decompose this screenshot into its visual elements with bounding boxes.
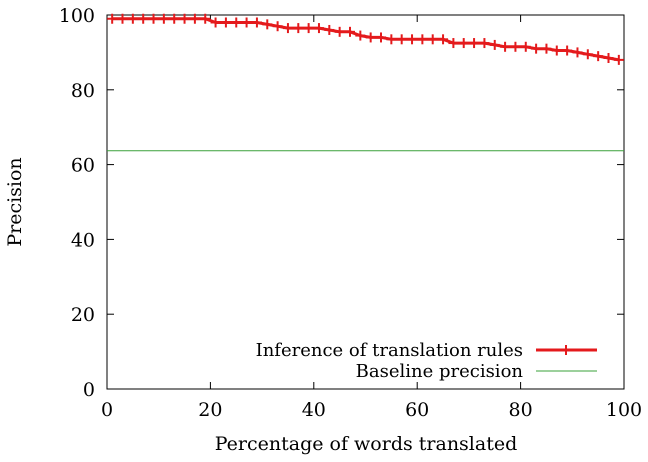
y-axis-label: Precision xyxy=(4,157,26,246)
data-point xyxy=(427,34,438,45)
data-point xyxy=(438,34,449,45)
data-point xyxy=(355,30,366,41)
data-point xyxy=(376,32,387,43)
y-tick-label: 60 xyxy=(71,155,95,177)
data-point xyxy=(158,13,169,24)
data-point xyxy=(562,45,573,56)
data-point xyxy=(210,17,221,28)
data-point xyxy=(220,17,231,28)
data-point xyxy=(293,23,304,34)
x-tick-label: 40 xyxy=(302,399,326,421)
data-point xyxy=(582,49,593,60)
plot-frame xyxy=(106,14,625,390)
data-point xyxy=(531,43,542,54)
data-point xyxy=(386,34,397,45)
data-point xyxy=(148,13,159,24)
data-point xyxy=(593,51,604,62)
data-point xyxy=(169,13,180,24)
x-tick-label: 20 xyxy=(198,399,222,421)
y-tick-label: 0 xyxy=(83,379,95,401)
data-point xyxy=(365,32,376,43)
x-tick-label: 60 xyxy=(405,399,429,421)
data-point xyxy=(231,17,242,28)
data-point xyxy=(313,23,324,34)
data-point xyxy=(241,17,252,28)
data-point xyxy=(613,54,624,65)
data-point xyxy=(572,47,583,58)
data-point xyxy=(138,13,149,24)
legend-label: Inference of translation rules xyxy=(256,340,523,361)
data-point xyxy=(344,26,355,37)
data-point xyxy=(282,23,293,34)
data-point xyxy=(417,34,428,45)
data-point xyxy=(500,41,511,52)
data-point xyxy=(448,38,459,49)
data-point xyxy=(189,13,200,24)
data-point xyxy=(334,26,345,37)
data-point xyxy=(541,43,552,54)
series-line-0 xyxy=(112,17,620,62)
data-point xyxy=(603,53,614,64)
data-point xyxy=(458,38,469,49)
legend-label: Baseline precision xyxy=(356,361,524,382)
data-point xyxy=(127,13,138,24)
x-axis-label: Percentage of words translated xyxy=(215,433,518,455)
data-point xyxy=(251,17,262,28)
data-point xyxy=(510,41,521,52)
data-point xyxy=(479,38,490,49)
data-point xyxy=(262,19,273,30)
data-point xyxy=(107,13,118,24)
y-tick-label: 40 xyxy=(71,229,95,251)
data-point xyxy=(303,23,314,34)
data-point xyxy=(179,13,190,24)
data-point xyxy=(469,38,480,49)
data-point xyxy=(200,13,211,24)
x-tick-label: 80 xyxy=(509,399,533,421)
data-point xyxy=(551,45,562,56)
x-tick-label: 100 xyxy=(606,399,642,421)
x-tick-label: 0 xyxy=(101,399,113,421)
axes xyxy=(106,14,625,390)
data-point xyxy=(272,21,283,32)
data-point xyxy=(489,39,500,50)
y-tick-label: 20 xyxy=(71,304,95,326)
data-point xyxy=(396,34,407,45)
series-layer xyxy=(107,13,624,152)
ticks: 0 20 40 60 80 100 0 20 40 60 80 100 xyxy=(59,5,642,421)
data-point xyxy=(407,34,418,45)
data-point xyxy=(117,13,128,24)
data-point xyxy=(520,41,531,52)
y-tick-label: 80 xyxy=(71,80,95,102)
data-point xyxy=(324,24,335,35)
y-tick-label: 100 xyxy=(59,5,95,27)
